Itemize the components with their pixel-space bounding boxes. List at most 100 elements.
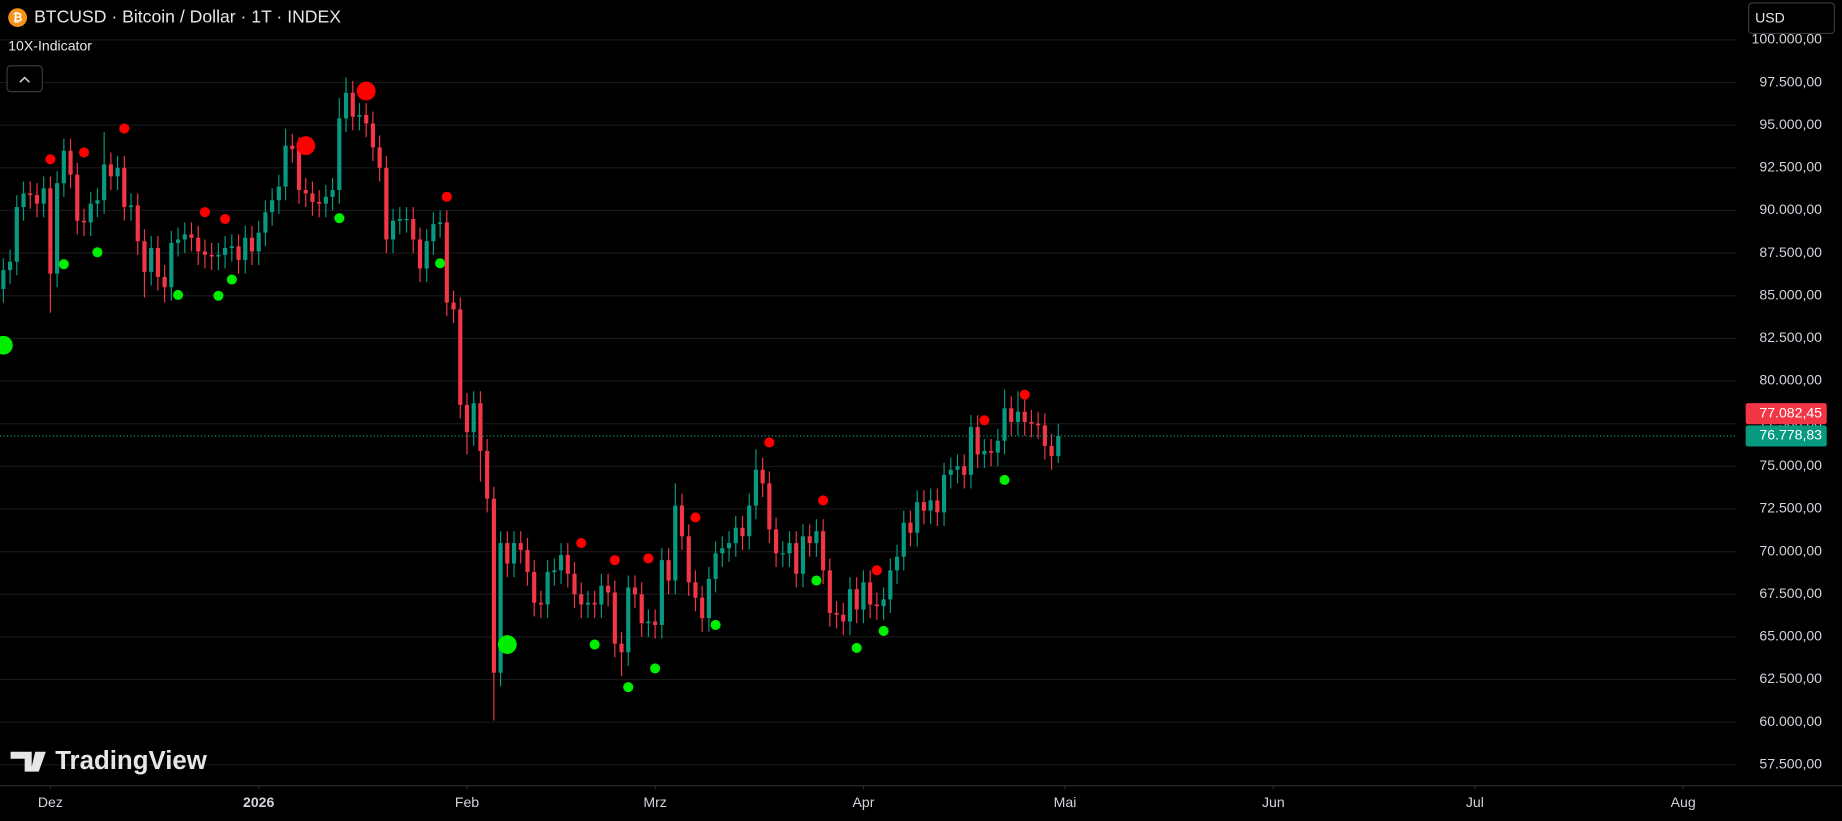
candle-body	[162, 276, 167, 288]
y-tick-label: 82.500,00	[1759, 329, 1822, 345]
y-tick-label: 95.000,00	[1759, 116, 1822, 132]
candle-body	[908, 522, 913, 533]
candle-body	[478, 403, 483, 451]
y-tick-label: 92.500,00	[1759, 159, 1822, 175]
candle-body	[794, 543, 799, 574]
signal-dot	[220, 213, 231, 225]
candle-body	[565, 555, 570, 574]
candle-body	[720, 548, 725, 554]
signal-dot	[851, 642, 862, 654]
candle-body	[88, 203, 93, 223]
candle-body	[847, 589, 853, 622]
signal-dot	[811, 575, 822, 586]
collapse-button[interactable]	[6, 65, 43, 93]
y-tick-label: 100.000,00	[1752, 31, 1823, 47]
candle-body	[1036, 423, 1041, 426]
candle-body	[888, 570, 893, 600]
candle-body	[249, 237, 255, 252]
signal-dot	[119, 123, 130, 134]
candle-body	[68, 150, 73, 175]
brand-name: TradingView	[55, 747, 208, 775]
candle-body	[323, 196, 328, 204]
candle-body	[834, 613, 839, 615]
candle-body	[928, 500, 933, 511]
currency-button[interactable]	[1748, 2, 1835, 35]
candle-body	[646, 621, 651, 624]
candle-body	[95, 200, 100, 204]
strong-signal-dot	[497, 635, 517, 654]
collapse-chevron	[19, 76, 30, 83]
candle-body	[310, 193, 315, 202]
signal-dot	[226, 274, 237, 285]
candle-body	[182, 234, 187, 240]
candle-body	[693, 582, 698, 598]
symbol-icon-glyph: ₿	[13, 11, 23, 24]
candle-body	[471, 403, 476, 433]
candle-body	[868, 582, 873, 605]
y-tick-label: 65.000,00	[1759, 628, 1822, 644]
candle-body	[995, 440, 1000, 453]
candle-body	[337, 118, 342, 191]
y-tick-label: 67.500,00	[1759, 585, 1822, 601]
candle-body	[283, 145, 288, 187]
candle-body	[390, 220, 396, 240]
axis-layer: 57.500,00 60.000,00 62.500,00 65.000,00 67.5…	[38, 31, 1827, 810]
candle-body	[135, 205, 140, 242]
candle-body	[740, 527, 745, 537]
candle-body	[343, 92, 349, 119]
candle-body	[464, 404, 470, 433]
candle-body	[827, 570, 832, 614]
candle-body	[626, 587, 631, 653]
candle-body	[108, 164, 113, 177]
candle-body	[679, 505, 685, 537]
brand-logo	[10, 751, 46, 772]
candle-body	[128, 205, 134, 208]
candle-body	[800, 536, 806, 574]
x-tick-label: Dez	[38, 794, 63, 810]
candle-body	[686, 536, 691, 583]
candle-body	[780, 553, 785, 555]
strong-signal-dot	[356, 81, 376, 101]
candle-body	[935, 500, 940, 513]
candle-body	[243, 237, 248, 260]
candle-body	[861, 582, 866, 610]
candle-body	[632, 587, 638, 595]
candle-body	[384, 167, 389, 240]
signal-dot	[1019, 389, 1030, 400]
candle-body	[411, 219, 416, 240]
signal-dot	[818, 495, 829, 506]
signal-dot	[435, 258, 446, 269]
x-tick-label: Mai	[1054, 794, 1077, 810]
y-tick-label: 60.000,00	[1759, 713, 1822, 729]
candle-body	[585, 602, 591, 605]
strong-signal-dot	[296, 136, 316, 156]
signal-dot	[643, 553, 654, 564]
y-tick-label: 57.500,00	[1759, 756, 1822, 772]
price-label-box	[1745, 403, 1827, 425]
signal-dot	[173, 289, 184, 300]
candle-body	[572, 573, 577, 595]
candle-body	[821, 531, 826, 571]
candle-body	[726, 543, 732, 549]
strong-signal-dot	[0, 335, 13, 355]
candle-body	[518, 543, 523, 550]
candle-body	[370, 123, 376, 148]
candle-body	[505, 543, 510, 564]
candle-body	[989, 450, 994, 453]
x-tick-label: Aug	[1671, 794, 1696, 810]
candle-body	[673, 505, 678, 581]
candle-body	[639, 594, 644, 624]
candle-body	[968, 427, 974, 475]
candle-body	[982, 450, 987, 455]
candle-body	[659, 560, 664, 625]
candle-body	[155, 247, 160, 277]
candle-body	[894, 556, 900, 571]
candle-body	[1022, 411, 1027, 422]
signal-dot	[979, 415, 990, 426]
candle-body	[397, 219, 402, 221]
x-tick-label: 2026	[243, 794, 274, 810]
y-tick-label: 72.500,00	[1759, 500, 1822, 516]
candle-body	[303, 190, 308, 194]
candle-body	[142, 241, 147, 272]
